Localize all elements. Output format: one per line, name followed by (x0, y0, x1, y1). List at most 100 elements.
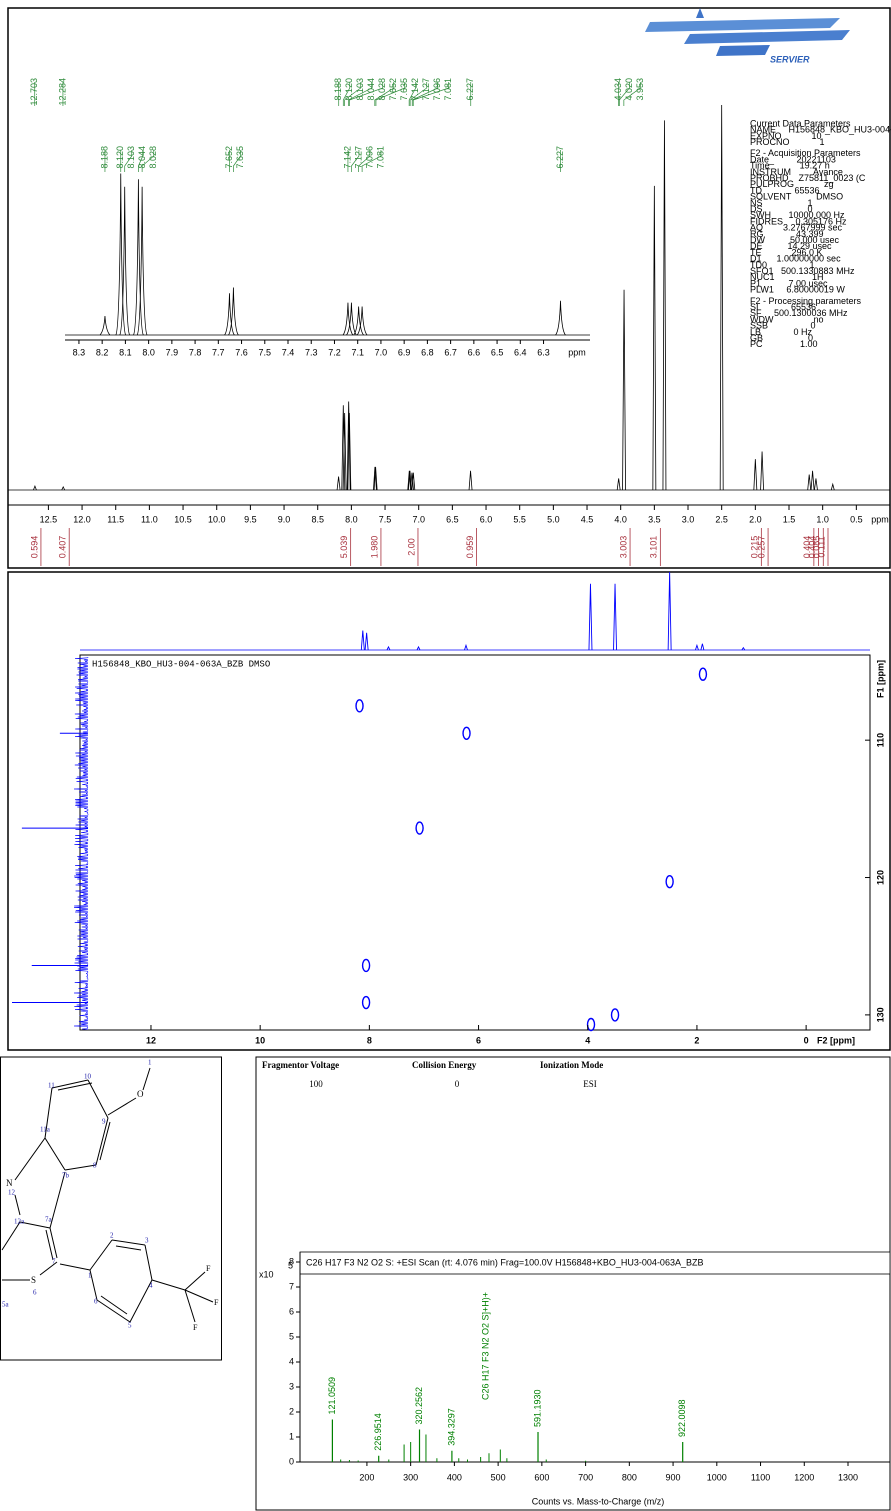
f1-noise (74, 656, 89, 1030)
y-tick-label: 3 (289, 1381, 294, 1391)
x-tick-label: 4.0 (614, 514, 627, 524)
peak (719, 104, 724, 491)
inset-tick-label: 6.7 (444, 347, 457, 357)
cross-peak (586, 1017, 596, 1032)
x-tick-label: 10.5 (174, 514, 192, 524)
atom-label: F (214, 1298, 219, 1307)
x-tick-label: 2.5 (715, 514, 728, 524)
cross-peak (698, 667, 708, 681)
peak-label: 12.284 (57, 78, 67, 106)
atom-label: 10 (84, 1073, 92, 1081)
atom-label: F (193, 1323, 198, 1332)
plot-frame (79, 654, 871, 1031)
x-tick-label: 0 (804, 1035, 809, 1045)
atom-label: 12 (8, 1189, 16, 1197)
cross-peak (415, 821, 424, 835)
integral-label: 0.594 (29, 536, 39, 559)
x-tick-label: 800 (622, 1472, 637, 1482)
peak (373, 466, 378, 491)
f2-projection-peak (741, 646, 746, 651)
x-tick-label: 12 (146, 1035, 156, 1045)
y-exponent: 5 (288, 1260, 293, 1270)
inset-peak (228, 287, 239, 336)
inset-peak-label: 8.188 (99, 146, 109, 169)
parameter-line: P1 7.00 usec (750, 278, 828, 288)
f2-projection-peak (700, 643, 705, 651)
integral-label: 0.257 (756, 536, 766, 559)
y-tick-label: 7 (289, 1281, 294, 1291)
inset-axis-label: ppm (568, 347, 586, 357)
peak-label: 121.0509 (327, 1377, 337, 1415)
caption: H156848_KBO_HU3-004-063A_BZB DMSO (92, 659, 270, 669)
inset-tick-label: 8.1 (119, 347, 132, 357)
inset-peak-label: 7.081 (375, 146, 385, 169)
x-axis-label: F2 [ppm] (817, 1035, 855, 1045)
parameter-line: DE 14.29 usec (750, 241, 832, 251)
leader-line (374, 82, 395, 106)
inset-tick-label: 6.4 (514, 347, 527, 357)
atom-label: 5 (128, 1322, 132, 1330)
peak-label: 6.227 (465, 78, 475, 101)
inset-peak-label: 7.096 (364, 146, 374, 169)
parameter-line: INSTRUM Avance (750, 167, 843, 177)
parameter-line: DS 0 (750, 204, 813, 214)
y-tick-label: 2 (289, 1406, 294, 1416)
leader-line (344, 82, 362, 106)
parameter-line: FIDRES 0.305176 Hz (750, 216, 847, 226)
peak-annotation: C26 H17 F3 N2 O2 S]+H)+ (481, 1292, 491, 1400)
atom-label: F (206, 1264, 211, 1273)
peak (616, 478, 621, 491)
parameter-line: DW 50.000 usec (750, 235, 840, 245)
leader-line (348, 82, 373, 106)
leader-line (411, 82, 439, 106)
inset-tick-label: 7.2 (328, 347, 341, 357)
header-label: Collision Energy (412, 1060, 477, 1070)
x-tick-label: 1200 (794, 1472, 814, 1482)
x-tick-label: 5.5 (513, 514, 526, 524)
inset-peak-label: 8.028 (148, 146, 158, 169)
inset-leader (361, 150, 382, 172)
header-label: Ionization Mode (540, 1060, 603, 1070)
inset-tick-label: 6.8 (421, 347, 434, 357)
inset-tick-label: 7.8 (189, 347, 202, 357)
peak (622, 289, 626, 491)
y-tick-label: 110 (875, 733, 885, 748)
f2-projection-peak (667, 571, 672, 651)
atom-label: 7b (62, 1172, 70, 1180)
f2-projection-peak (588, 583, 593, 651)
f2-projection-peak (695, 643, 699, 651)
parameter-line: RG 43.399 (750, 229, 824, 239)
parameter-line: TD0 1 (750, 260, 815, 270)
parameter-line: Date_ 20221103 (750, 154, 836, 164)
peak (814, 478, 818, 491)
peak-label: 7.127 (421, 78, 431, 101)
leader-line (409, 82, 428, 106)
x-tick-label: 300 (403, 1472, 418, 1482)
inset-tick-label: 7.3 (305, 347, 318, 357)
y-tick-label: 5 (289, 1331, 294, 1341)
peak-label: 394.3297 (446, 1408, 456, 1446)
x-tick-label: 4 (585, 1035, 590, 1045)
peak-label: 7.635 (399, 78, 409, 101)
x-tick-label: 200 (359, 1472, 374, 1482)
leader-line (349, 82, 384, 106)
leader-line (412, 82, 450, 106)
inset-tick-label: 7.6 (235, 347, 248, 357)
atom-label: 7a (45, 1216, 53, 1224)
inset-peak (136, 186, 148, 336)
y-tick-label: 8 (289, 1256, 294, 1266)
peak-label: 320.2562 (414, 1387, 424, 1425)
peak (373, 466, 377, 491)
inset-peak-label: 7.652 (224, 146, 234, 169)
integral-label: 0.407 (58, 536, 68, 559)
nmr-panel (7, 7, 891, 569)
inset-peak-label: 8.120 (115, 146, 125, 169)
plot-title: C26 H17 F3 N2 O2 S: +ESI Scan (rt: 4.076… (306, 1257, 703, 1267)
parameter-line: PC 1.00 (750, 339, 818, 349)
peak-label: 7.096 (432, 78, 442, 101)
x-tick-label: 500 (491, 1472, 506, 1482)
peak-label: 8.103 (355, 78, 365, 101)
parameter-line: PULPROG zg (750, 179, 834, 189)
leader-line (623, 82, 641, 106)
